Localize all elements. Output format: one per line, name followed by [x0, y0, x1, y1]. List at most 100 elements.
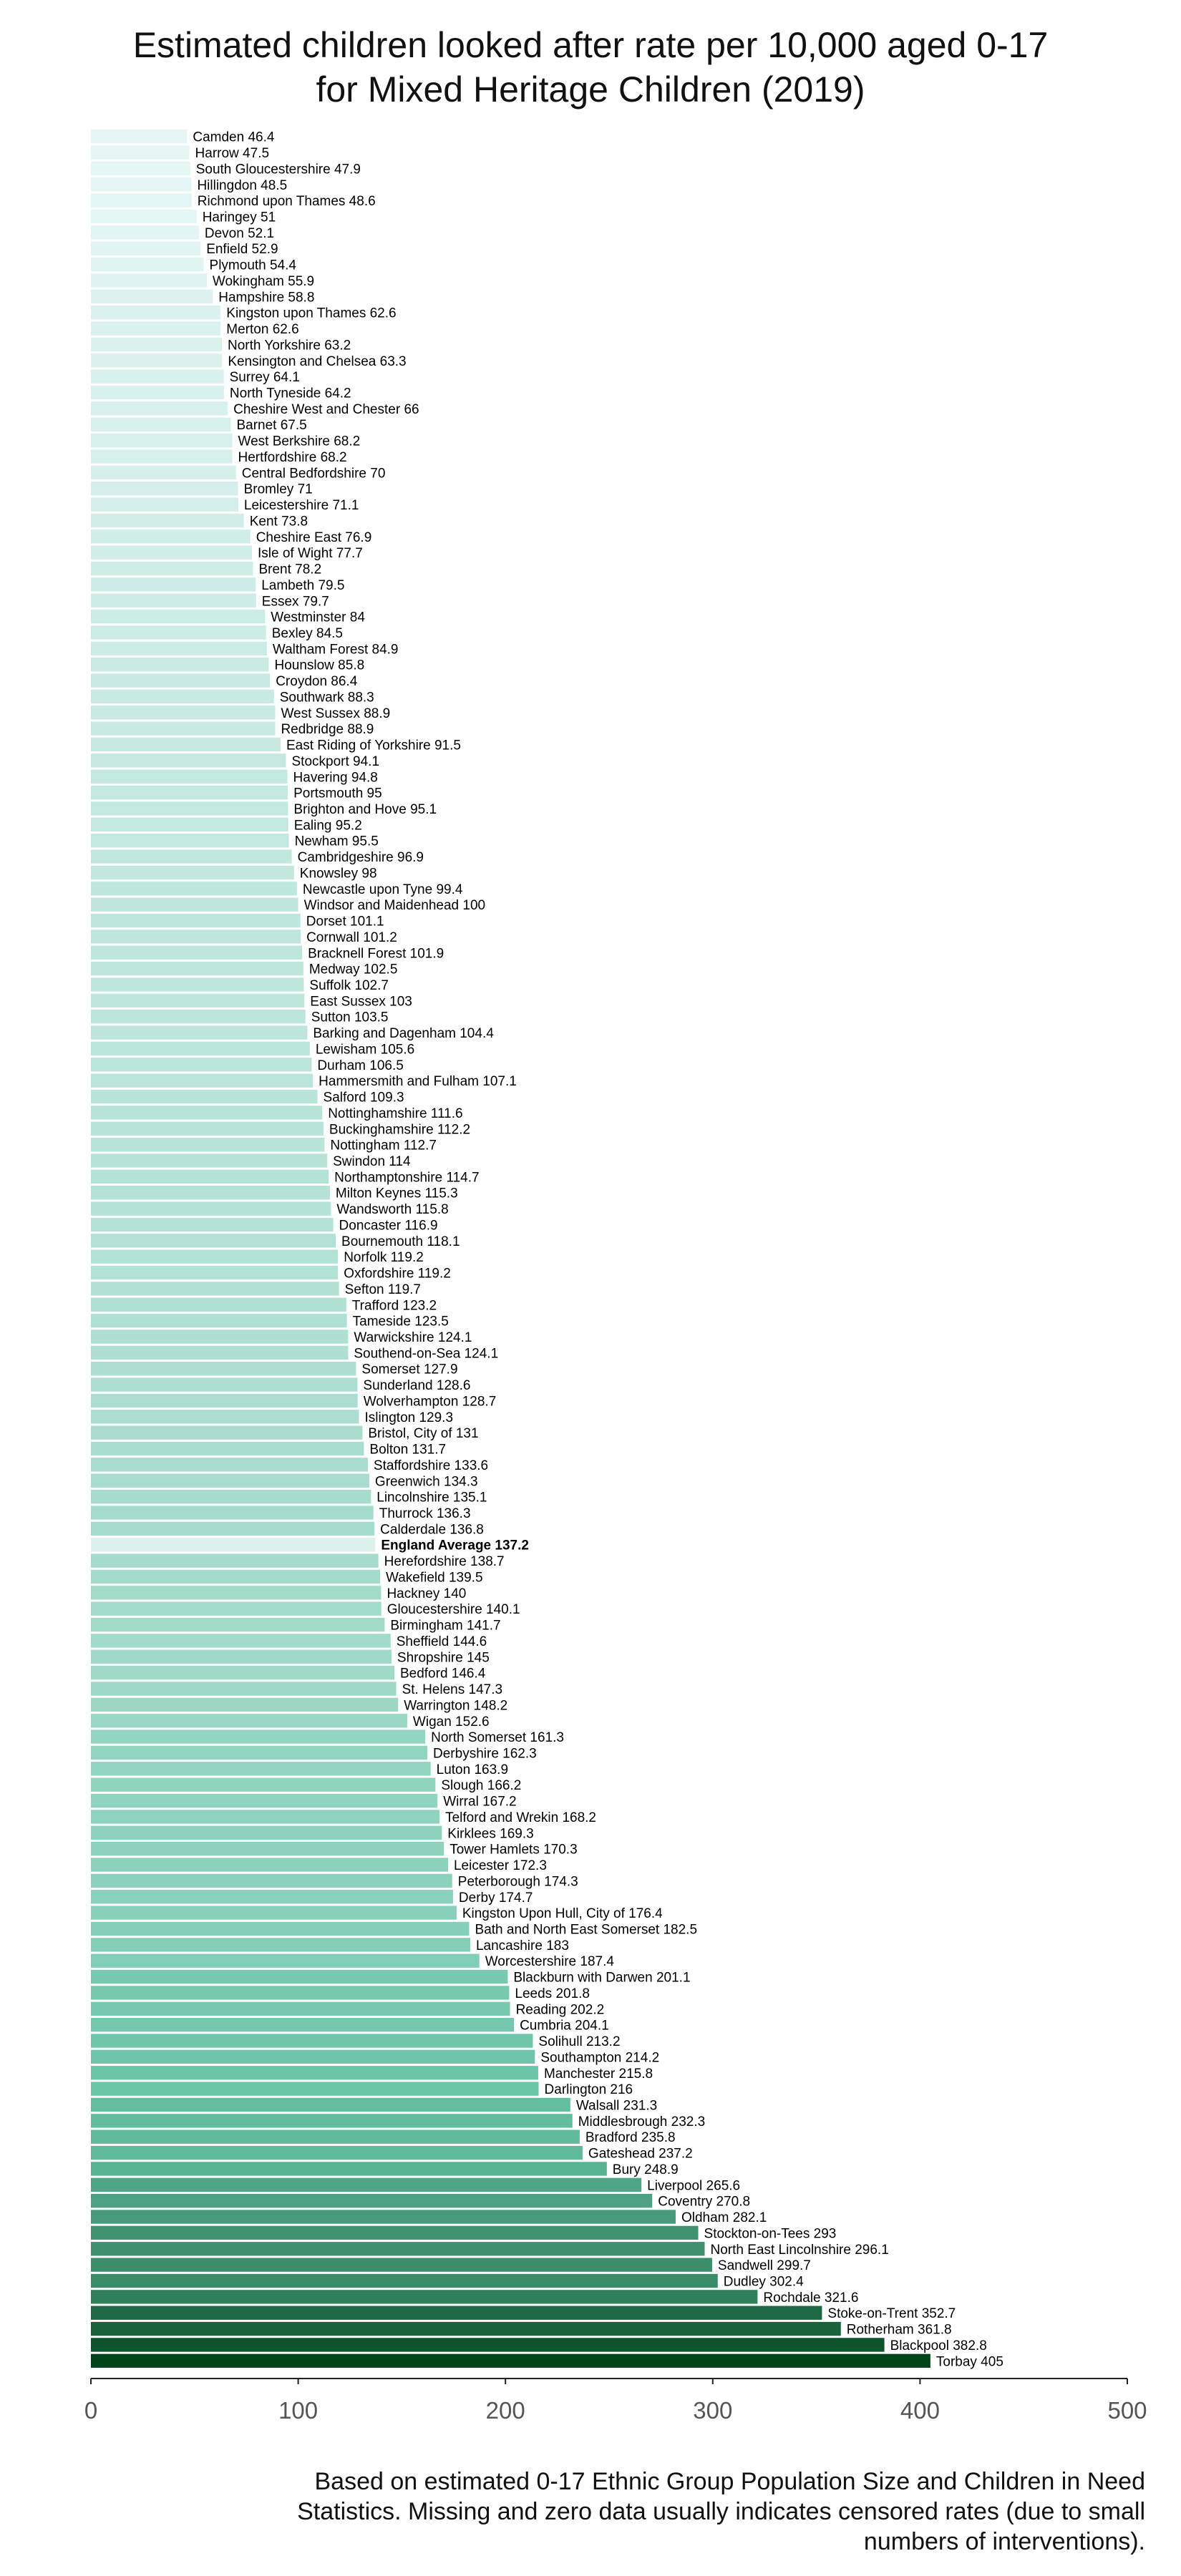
- footnote-line-2: Statistics. Missing and zero data usuall…: [297, 2498, 1145, 2525]
- bar-kent: [91, 513, 244, 528]
- bar-barking-and-dagenham: [91, 1025, 308, 1040]
- bar-bradford: [91, 2129, 580, 2144]
- bar-label-westminster: Westminster 84: [271, 610, 365, 625]
- bar-rotherham: [91, 2321, 841, 2336]
- bar-hertfordshire: [91, 449, 233, 464]
- bar-coventry: [91, 2193, 653, 2208]
- bar-label-warwickshire: Warwickshire 124.1: [354, 1330, 472, 1345]
- bar-stockport: [91, 753, 286, 768]
- bar-label-leeds: Leeds 201.8: [515, 1986, 590, 2001]
- bar-label-durham: Durham 106.5: [317, 1058, 403, 1073]
- bar-medway: [91, 961, 303, 976]
- bar-label-croydon: Croydon 86.4: [276, 674, 358, 689]
- x-axis-ticks: 0 100 200 300 400 500: [84, 2379, 1147, 2424]
- bar-st-helens: [91, 1682, 397, 1696]
- bar-label-cornwall: Cornwall 101.2: [306, 930, 397, 945]
- bar-label-lancashire: Lancashire 183: [476, 1938, 569, 1953]
- bar-wirral: [91, 1793, 438, 1808]
- bar-label-walsall: Walsall 231.3: [576, 2098, 657, 2113]
- bar-label-sunderland: Sunderland 128.6: [363, 1378, 470, 1393]
- bar-worcestershire: [91, 1953, 480, 1968]
- bar-label-coventry: Coventry 270.8: [658, 2195, 750, 2210]
- bar-label-lambeth: Lambeth 79.5: [261, 578, 344, 593]
- bar-label-havering: Havering 94.8: [293, 770, 378, 785]
- bar-label-hertfordshire: Hertfordshire 68.2: [238, 450, 347, 465]
- bar-portsmouth: [91, 785, 288, 800]
- bar-label-hammersmith-and-fulham: Hammersmith and Fulham 107.1: [319, 1074, 517, 1089]
- bar-label-derby: Derby 174.7: [459, 1890, 533, 1906]
- bar-label-staffordshire: Staffordshire 133.6: [374, 1458, 488, 1473]
- bar-warwickshire: [91, 1330, 349, 1344]
- bar-label-newham: Newham 95.5: [295, 834, 379, 849]
- bar-label-worcestershire: Worcestershire 187.4: [485, 1954, 615, 1969]
- footnote: Based on estimated 0-17 Ethnic Group Pop…: [143, 2467, 1145, 2557]
- bar-calderdale: [91, 1521, 375, 1536]
- bar-sandwell: [91, 2258, 712, 2272]
- bar-label-southend-on-sea: Southend-on-Sea 124.1: [354, 1346, 498, 1361]
- bar-wakefield: [91, 1569, 380, 1584]
- bar-label-luton: Luton 163.9: [437, 1762, 508, 1777]
- bar-label-north-tyneside: North Tyneside 64.2: [230, 386, 351, 401]
- bar-hammersmith-and-fulham: [91, 1073, 314, 1088]
- bar-cornwall: [91, 930, 301, 944]
- bar-label-nottingham: Nottingham 112.7: [330, 1138, 437, 1153]
- bar-label-lincolnshire: Lincolnshire 135.1: [376, 1491, 487, 1506]
- bar-label-blackpool: Blackpool 382.8: [890, 2338, 987, 2353]
- bar-label-stockton-on-tees: Stockton-on-Tees 293: [704, 2226, 837, 2241]
- bar-waltham-forest: [91, 641, 267, 656]
- bar-tower-hamlets: [91, 1841, 444, 1856]
- bar-reading: [91, 2001, 510, 2016]
- bar-milton-keynes: [91, 1186, 330, 1200]
- bar-derby: [91, 1890, 453, 1904]
- bar-richmond-upon-thames: [91, 193, 192, 208]
- bar-label-brighton-and-hove: Brighton and Hove 95.1: [293, 802, 437, 817]
- bar-plymouth: [91, 257, 204, 272]
- bar-west-berkshire: [91, 433, 233, 448]
- bar-telford-and-wrekin: [91, 1810, 440, 1824]
- bar-sutton: [91, 1010, 306, 1024]
- chart-title-line-2: for Mixed Heritage Children (2019): [316, 69, 865, 109]
- bar-bristol-city-of: [91, 1425, 363, 1440]
- bar-label-wigan: Wigan 152.6: [413, 1714, 490, 1729]
- bar-camden: [91, 130, 188, 144]
- bar-blackpool: [91, 2338, 885, 2352]
- bar-thurrock: [91, 1506, 374, 1520]
- bar-label-cambridgeshire: Cambridgeshire 96.9: [298, 850, 424, 865]
- bar-label-bournemouth: Bournemouth 118.1: [341, 1234, 460, 1249]
- bar-label-north-somerset: North Somerset 161.3: [431, 1730, 564, 1745]
- bar-label-blackburn-with-darwen: Blackburn with Darwen 201.1: [513, 1971, 690, 1986]
- bar-label-north-east-lincolnshire: North East Lincolnshire 296.1: [711, 2243, 889, 2258]
- bar-label-greenwich: Greenwich 134.3: [375, 1474, 478, 1489]
- bar-doncaster: [91, 1217, 334, 1232]
- bar-label-buckinghamshire: Buckinghamshire 112.2: [329, 1122, 470, 1137]
- bar-barnet: [91, 417, 231, 431]
- bar-label-salford: Salford 109.3: [324, 1091, 404, 1106]
- bar-label-south-gloucestershire: South Gloucestershire 47.9: [196, 162, 361, 177]
- bar-gloucestershire: [91, 1601, 381, 1616]
- bar-label-trafford: Trafford 123.2: [352, 1298, 437, 1313]
- bar-label-plymouth: Plymouth 54.4: [210, 258, 297, 273]
- bar-swindon: [91, 1153, 328, 1168]
- bar-sefton: [91, 1282, 339, 1296]
- bar-tameside: [91, 1313, 347, 1328]
- bar-label-barnet: Barnet 67.5: [236, 418, 306, 433]
- bar-label-dorset: Dorset 101.1: [306, 914, 384, 930]
- chart-title-line-1: Estimated children looked after rate per…: [132, 25, 1049, 65]
- bar-west-sussex: [91, 706, 276, 720]
- bar-label-bracknell-forest: Bracknell Forest 101.9: [308, 946, 444, 961]
- bar-label-northamptonshire: Northamptonshire 114.7: [334, 1170, 479, 1185]
- bar-solihull: [91, 2034, 533, 2048]
- bar-label-norfolk: Norfolk 119.2: [344, 1250, 424, 1265]
- bar-nottinghamshire: [91, 1106, 323, 1120]
- bar-label-telford-and-wrekin: Telford and Wrekin 168.2: [445, 1810, 596, 1825]
- bar-label-solihull: Solihull 213.2: [538, 2034, 620, 2049]
- bar-islington: [91, 1410, 359, 1424]
- bar-label-east-sussex: East Sussex 103: [310, 994, 412, 1009]
- x-tick-label-300: 300: [693, 2397, 732, 2424]
- bar-england-average: [91, 1538, 376, 1552]
- bar-label-gateshead: Gateshead 237.2: [588, 2147, 693, 2162]
- bar-cheshire-west-and-chester: [91, 401, 228, 416]
- bar-suffolk: [91, 977, 304, 992]
- bar-derbyshire: [91, 1745, 428, 1760]
